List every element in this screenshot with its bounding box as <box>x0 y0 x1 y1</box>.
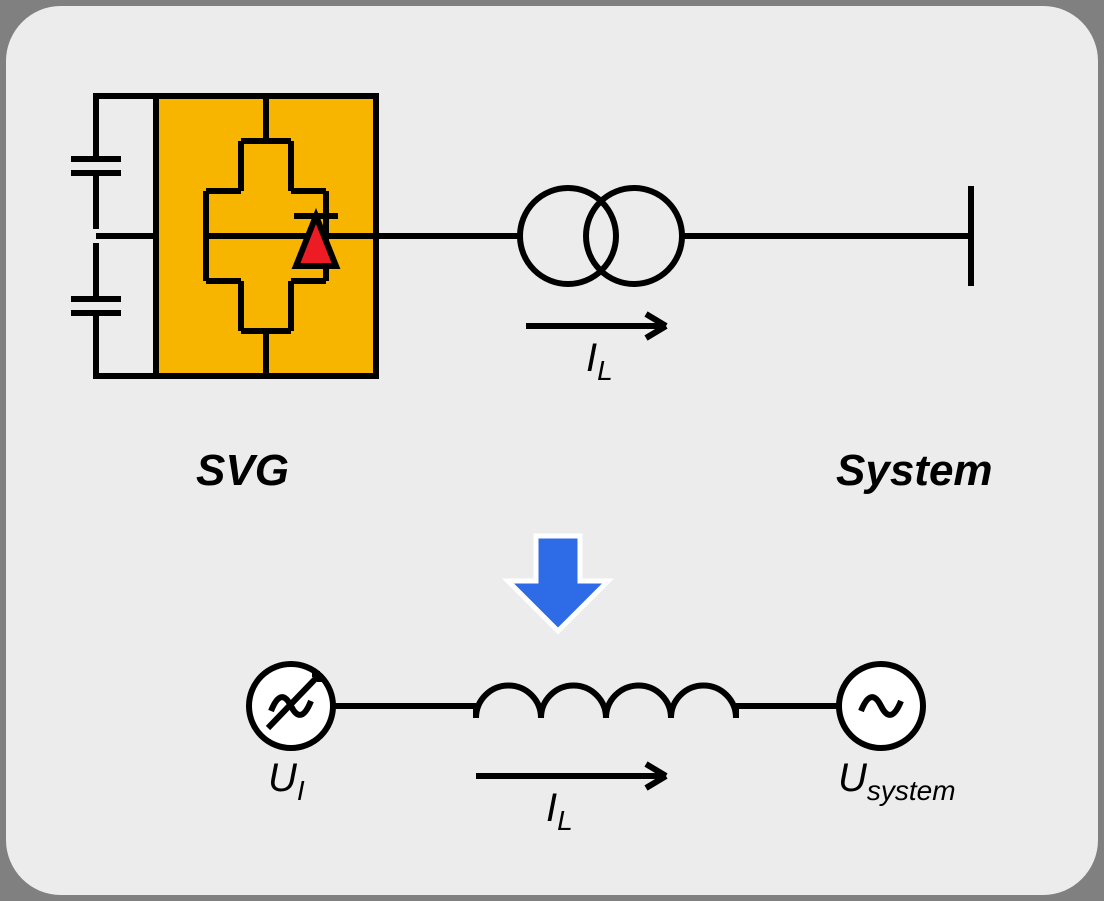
current-arrow-top <box>526 314 666 338</box>
svg-label: SVG <box>196 446 289 496</box>
il-bottom-label: IL <box>546 786 573 837</box>
diagram-panel: SVG System IL IL UI Usystem <box>6 6 1098 895</box>
down-arrow-icon <box>508 536 608 631</box>
system-label: System <box>836 446 993 496</box>
il-top-label: IL <box>586 336 613 387</box>
current-arrow-bottom <box>476 764 666 788</box>
transformer-secondary <box>586 188 682 284</box>
usystem-label: Usystem <box>838 756 956 807</box>
ui-label: UI <box>268 756 305 807</box>
